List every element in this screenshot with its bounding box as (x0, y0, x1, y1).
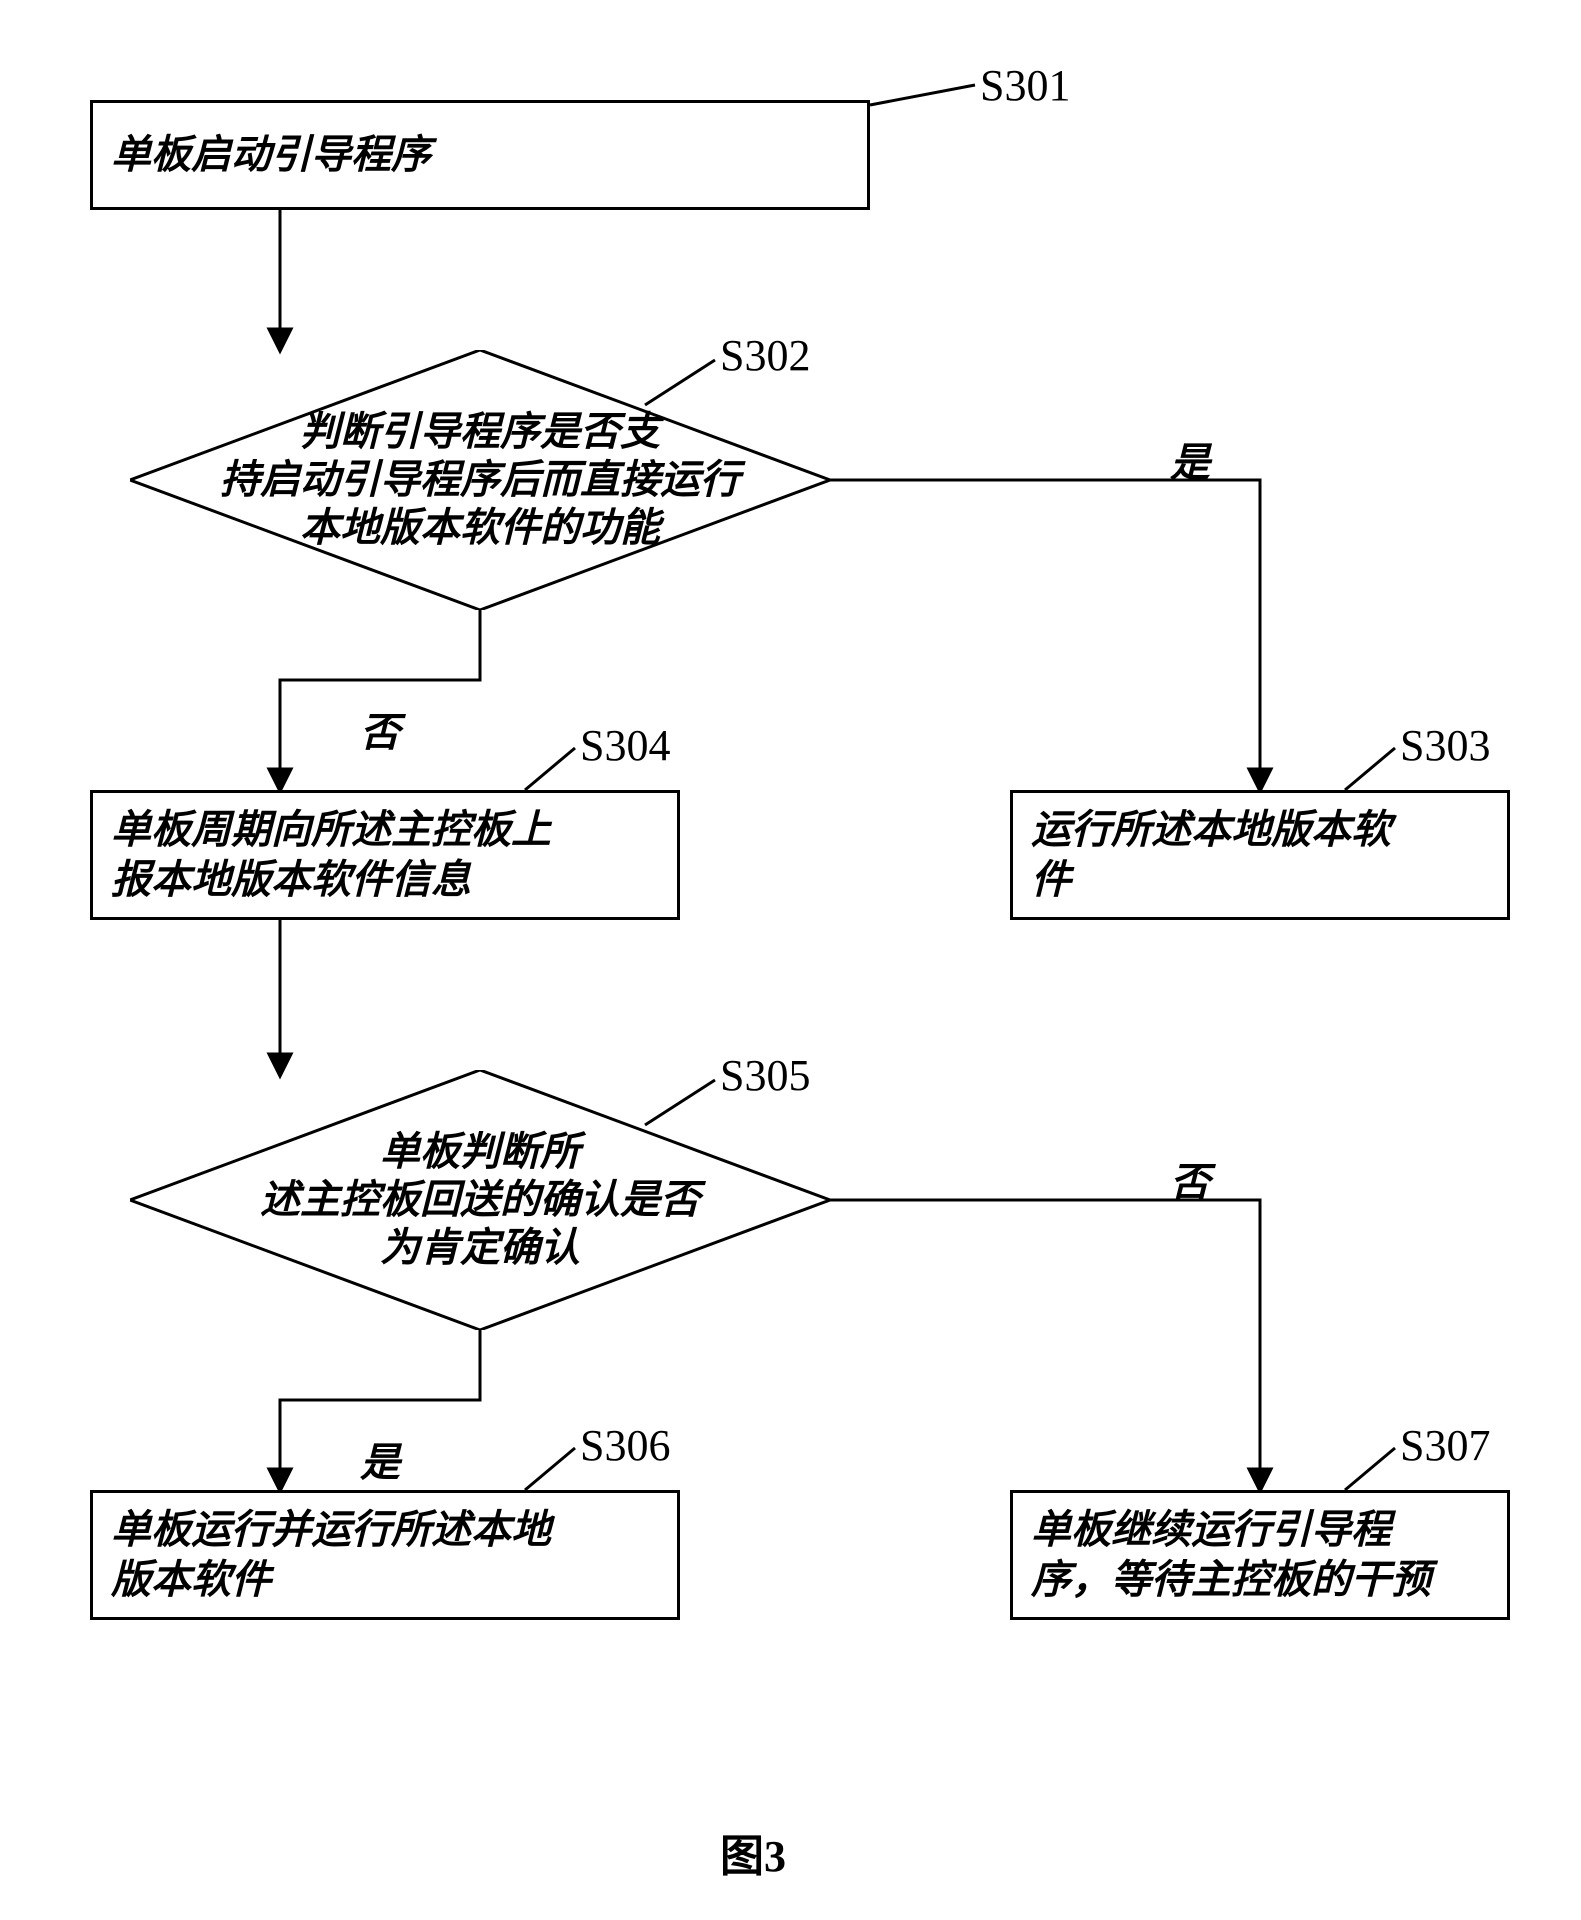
flowchart-canvas: 单板启动引导程序 S301 判断引导程序是否支 持启动引导程序后而直接运行 本地… (0, 0, 1581, 1920)
leader-s303 (1345, 748, 1395, 790)
node-s305: 单板判断所 述主控板回送的确认是否 为肯定确认 (130, 1070, 830, 1330)
node-s301-text: 单板启动引导程序 (111, 130, 431, 180)
edges-layer (0, 0, 1581, 1920)
node-s303: 运行所述本地版本软 件 (1010, 790, 1510, 920)
label-s306: S306 (580, 1420, 670, 1471)
node-s307-text: 单板继续运行引导程 序，等待主控板的干预 (1031, 1505, 1431, 1605)
label-s303: S303 (1400, 720, 1490, 771)
edge-label-s302-yes: 是 (1170, 430, 1210, 488)
leader-s304 (525, 748, 575, 790)
node-s305-text: 单板判断所 述主控板回送的确认是否 为肯定确认 (260, 1128, 700, 1272)
node-s302: 判断引导程序是否支 持启动引导程序后而直接运行 本地版本软件的功能 (130, 350, 830, 610)
node-s304: 单板周期向所述主控板上 报本地版本软件信息 (90, 790, 680, 920)
edge-s302-s303 (830, 480, 1260, 790)
node-s303-text: 运行所述本地版本软 件 (1031, 805, 1391, 905)
label-s304: S304 (580, 720, 670, 771)
label-s302: S302 (720, 330, 810, 381)
figure-caption: 图3 (720, 1820, 786, 1884)
leader-s306 (525, 1448, 575, 1490)
edge-s305-s307 (830, 1200, 1260, 1490)
edge-label-s305-no: 否 (1170, 1150, 1210, 1208)
label-s301: S301 (980, 60, 1070, 111)
leader-s301 (870, 85, 975, 105)
label-s305: S305 (720, 1050, 810, 1101)
leader-s307 (1345, 1448, 1395, 1490)
node-s307: 单板继续运行引导程 序，等待主控板的干预 (1010, 1490, 1510, 1620)
node-s302-text: 判断引导程序是否支 持启动引导程序后而直接运行 本地版本软件的功能 (220, 408, 740, 552)
label-s307: S307 (1400, 1420, 1490, 1471)
node-s301: 单板启动引导程序 (90, 100, 870, 210)
edge-label-s302-no: 否 (360, 700, 400, 758)
node-s306-text: 单板运行并运行所述本地 版本软件 (111, 1505, 551, 1605)
edge-label-s305-yes: 是 (360, 1430, 400, 1488)
node-s304-text: 单板周期向所述主控板上 报本地版本软件信息 (111, 805, 551, 905)
node-s306: 单板运行并运行所述本地 版本软件 (90, 1490, 680, 1620)
